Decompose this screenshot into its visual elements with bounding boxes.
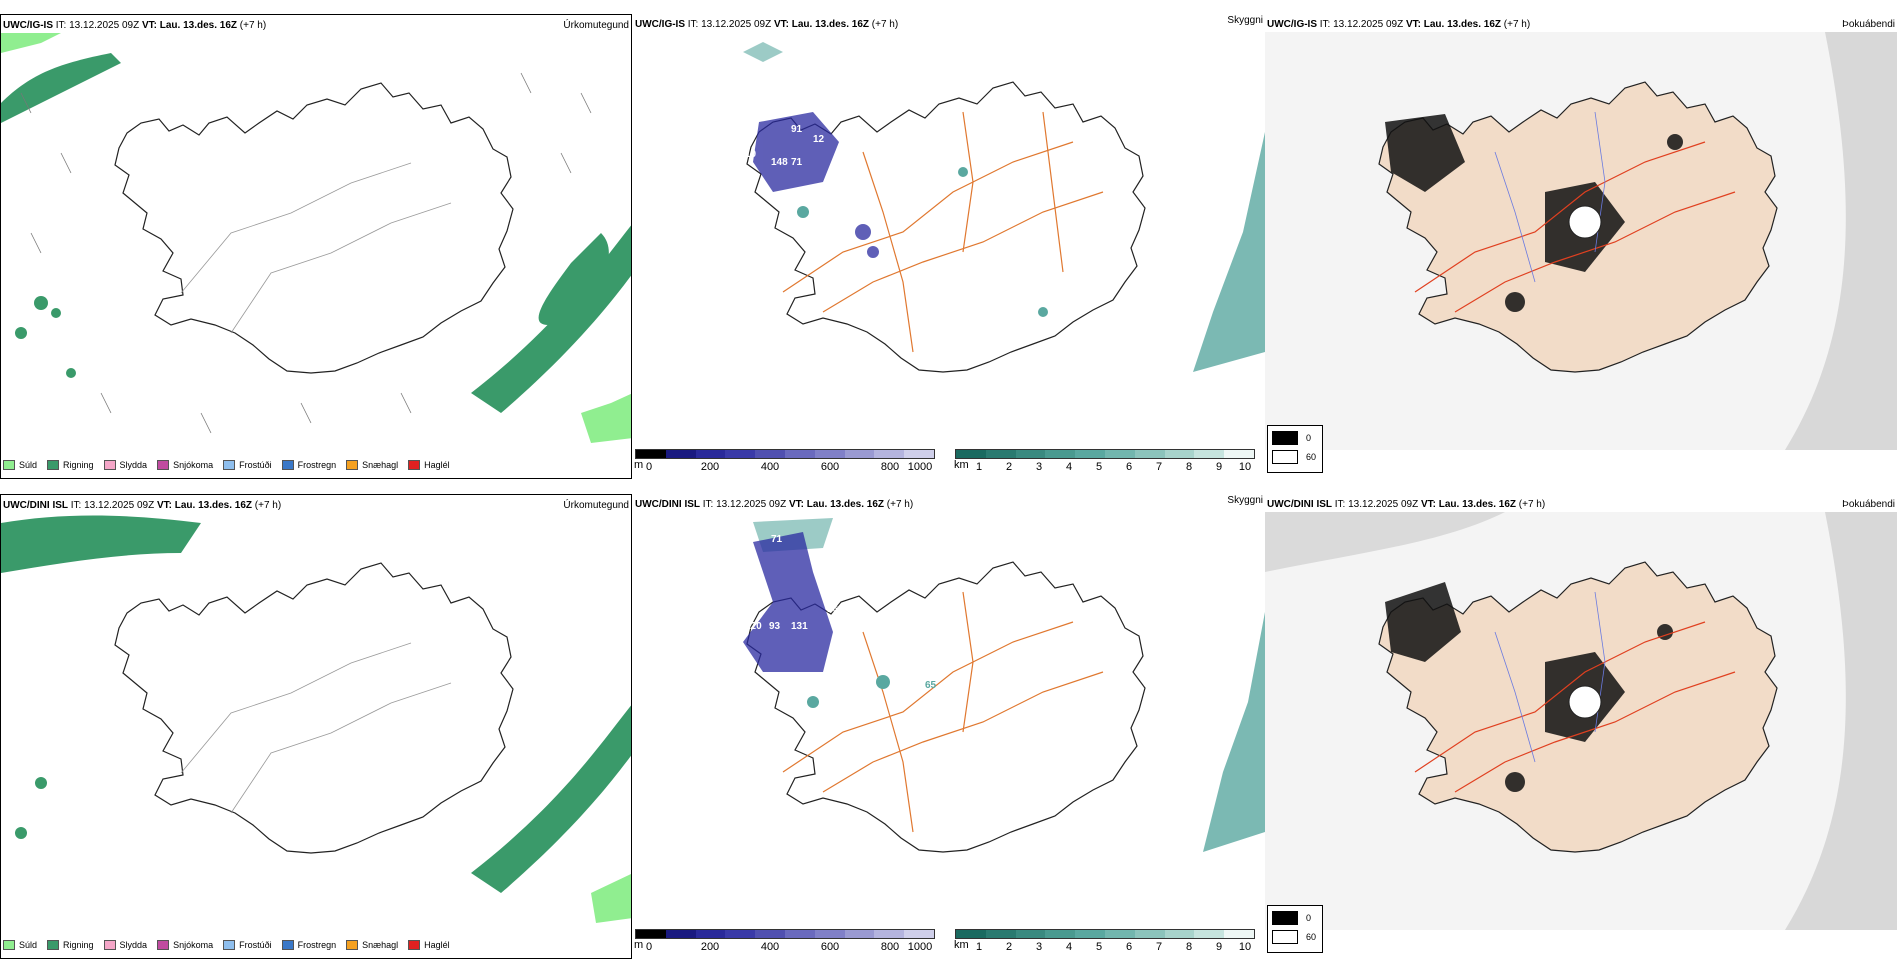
ceiling-value-labels: 71 111 168 120 93 131 65 [745,534,937,691]
it-label: IT: [55,20,67,31]
panel-title: Úrkomutegund [563,20,629,31]
colorbar-unit: m [634,459,644,471]
panel-header: UWC/DINI ISL IT: 13.12.2025 09Z VT: Lau.… [3,500,282,511]
legend-item-frostudi: Frostúði [223,460,272,470]
svg-text:111: 111 [823,580,839,591]
it-value: 13.12.2025 09Z [69,20,140,31]
svg-text:71: 71 [771,534,783,545]
legend-item-slydda: Slydda [103,460,147,470]
rain-areas [1,33,631,443]
cloud-panel-row2: UWC/DINI ISL IT: 13.12.2025 09Z VT: Lau.… [633,494,1265,959]
vt-value: Lau. 13.des. 16Z [159,20,238,31]
legend-item-snjokoma: Snjókoma [157,460,213,470]
svg-text:131: 131 [791,621,808,632]
cloud-map: 91 10 148 71 12 [743,42,1265,373]
ceiling-label: 10 [745,149,757,160]
precip-type-panel-row2: UWC/DINI ISL IT: 13.12.2025 09Z VT: Lau.… [0,494,632,959]
precip-map [1,33,631,443]
ceiling-colorbar: m 0 200 400 600 800 1000 [634,929,935,953]
fog-legend: 0 60 [1267,425,1323,473]
fog-legend: 0 60 [1267,905,1323,953]
precip-map [1,515,631,923]
precip-legend: Súld Rigning Slydda Snjókoma Frostúði Fr… [3,938,450,952]
wind-barbs [20,72,592,434]
visibility-colorbar: km 1 2 3 4 5 6 7 8 9 10 [954,449,1255,473]
ceiling-label: 91 [791,124,803,135]
panel-header: UWC/DINI ISL IT: 13.12.2025 09Z VT: Lau.… [1267,499,1546,510]
panel-header: UWC/IG-IS IT: 13.12.2025 09Z VT: Lau. 13… [1267,19,1531,30]
legend-item-sudl: Súld [3,460,37,470]
fog-map [1265,32,1897,450]
legend-item-rigning: Rigning [47,460,94,470]
precip-legend: Súld Rigning Slydda Snjókoma Frostúði Fr… [3,458,450,472]
legend-item-haglel: Haglél [408,460,450,470]
legend-item-snaehagl: Snæhagl [346,460,398,470]
precip-type-panel-row1: UWC/IG-IS IT: 13.12.2025 09Z VT: Lau. 13… [0,14,632,479]
ceiling-colorbar: m 0 200 400 600 800 1000 [634,449,935,473]
model-name: UWC/IG-IS [3,20,53,31]
svg-text:120: 120 [745,621,762,632]
fog-map [1265,512,1897,930]
panel-header: UWC/IG-IS IT: 13.12.2025 09Z VT: Lau. 13… [635,19,899,30]
panel-title: Skyggni [1227,15,1263,26]
legend-item-frostregn: Frostregn [281,460,336,470]
panel-title: Þokuábendi [1842,19,1895,30]
svg-text:168: 168 [827,604,844,615]
cloud-map: 71 111 168 120 93 131 65 [743,518,1265,853]
panel-header: UWC/IG-IS IT: 13.12.2025 09Z VT: Lau. 13… [3,19,266,33]
lead-time: (+7 h) [239,20,267,31]
fog-panel-row2: UWC/DINI ISL IT: 13.12.2025 09Z VT: Lau.… [1265,494,1897,959]
vt-label: VT: [141,20,157,31]
panel-header: UWC/DINI ISL IT: 13.12.2025 09Z VT: Lau.… [635,499,914,510]
visibility-colorbar: km 1 2 3 4 5 6 7 8 9 10 [954,929,1255,953]
fog-panel-row1: UWC/IG-IS IT: 13.12.2025 09Z VT: Lau. 13… [1265,14,1897,479]
ceiling-label: 148 [771,157,788,168]
svg-text:93: 93 [769,621,781,632]
ceiling-label: 12 [813,134,825,145]
ceiling-label: 71 [791,157,803,168]
ceiling-value-labels: 91 10 148 71 12 [745,124,825,168]
cloud-panel-row1: UWC/IG-IS IT: 13.12.2025 09Z VT: Lau. 13… [633,14,1265,479]
svg-text:65: 65 [925,680,937,691]
iceland-outline [114,82,514,374]
